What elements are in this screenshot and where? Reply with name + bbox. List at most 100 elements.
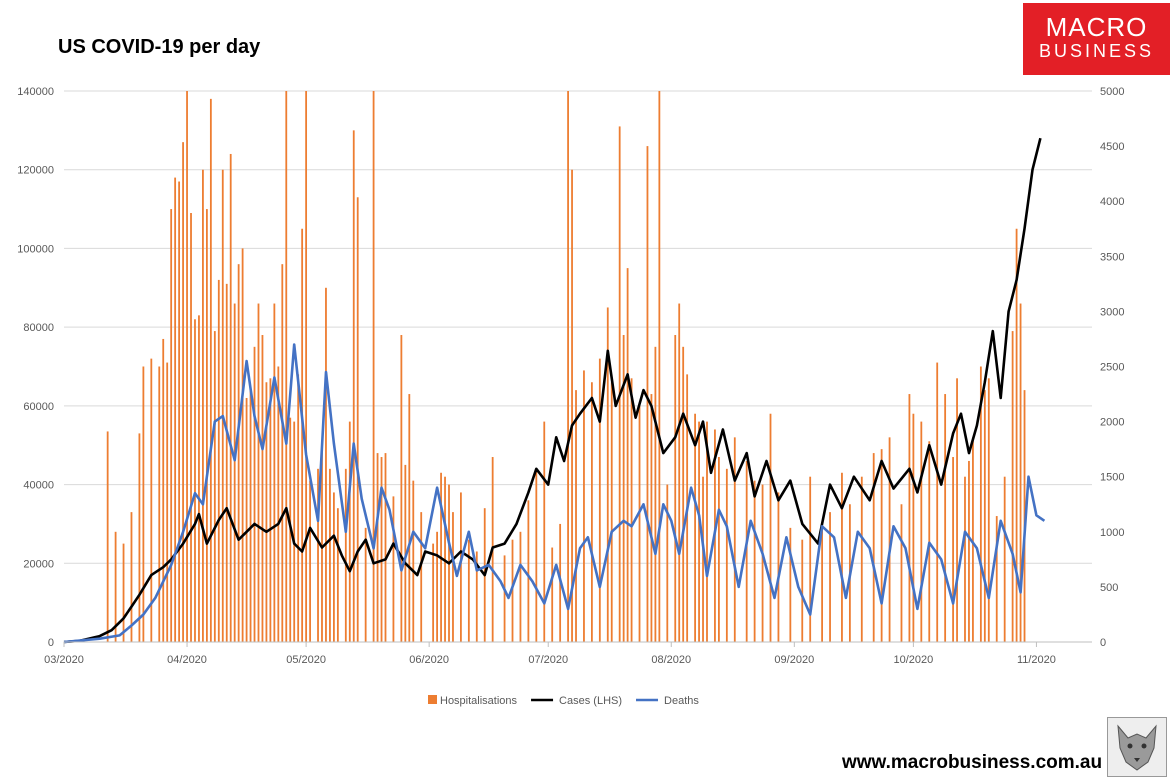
legend-swatch-hospitalisations (428, 695, 437, 704)
hospitalisation-bar (1019, 303, 1022, 642)
hospitalisation-bar (650, 394, 653, 642)
hospitalisation-bars (106, 91, 1026, 643)
x-tick-label: 11/2020 (1017, 654, 1056, 666)
hospitalisation-bar (638, 405, 641, 642)
hospitalisation-bar (162, 338, 165, 642)
hospitalisation-bar (436, 531, 438, 642)
hospitalisation-bar (567, 91, 569, 642)
hospitalisation-bar (281, 264, 284, 642)
hospitalisation-bar (944, 394, 947, 642)
hospitalisation-bar (114, 531, 117, 642)
hospitalisation-bar (336, 508, 339, 642)
hospitalisation-bar (575, 390, 577, 642)
hospitalisation-bar (309, 480, 311, 642)
hospitalisation-bar (920, 421, 923, 642)
hospitalisation-bar (606, 307, 609, 642)
hospitalisation-bar (753, 480, 756, 642)
hospitalisation-bar (952, 457, 954, 642)
hospitalisation-bar (241, 248, 244, 642)
hospitalisation-bar (408, 394, 411, 642)
hospitalisation-bar (321, 441, 323, 642)
hospitalisation-bar (511, 539, 514, 642)
hospitalisation-bar (372, 91, 375, 642)
left-tick-label: 140000 (17, 86, 54, 98)
hospitalisation-bar (956, 378, 958, 642)
right-tick-label: 4500 (1100, 141, 1124, 153)
right-tick-label: 3500 (1100, 251, 1124, 263)
hospitalisation-bar (733, 437, 736, 642)
hospitalisation-bar (122, 543, 125, 642)
hospitalisation-bar (229, 153, 232, 642)
hospitalisation-bar (364, 527, 367, 642)
hospitalisation-bar (809, 476, 812, 642)
brand-logo: MACRO BUSINESS (1023, 3, 1170, 75)
hospitalisation-bar (265, 382, 268, 642)
hospitalisation-bar (217, 279, 220, 642)
hospitalisation-bar (1015, 228, 1018, 642)
left-axis-ticks: 0 20000 40000 60000 80000 100000 120000 140000 (17, 86, 54, 649)
hospitalisation-bar (674, 335, 677, 642)
hospitalisation-bar (908, 394, 911, 642)
right-tick-label: 1500 (1100, 472, 1124, 484)
hospitalisation-bar (718, 457, 720, 642)
hospitalisation-bar (186, 91, 188, 642)
left-tick-label: 80000 (23, 322, 54, 334)
deaths-line (63, 343, 1046, 644)
hospitalisation-bar (301, 228, 304, 642)
hospitalisation-bar (872, 453, 875, 642)
hospitalisation-bar (551, 547, 554, 642)
hospitalisation-bar (1011, 331, 1014, 642)
hospitalisation-bar (698, 421, 700, 642)
hospitalisation-bar (273, 303, 276, 642)
hospitalisation-bar (190, 213, 192, 642)
hospitalisation-bar (356, 197, 359, 642)
x-tick-label: 05/2020 (286, 654, 326, 666)
hospitalisation-bar (344, 468, 347, 642)
left-tick-label: 20000 (23, 558, 54, 570)
hospitalisation-bar (630, 378, 633, 642)
hospitalisation-bar (332, 492, 335, 642)
hospitalisation-bar (182, 142, 184, 642)
hospitalisation-bar (527, 500, 530, 642)
x-tick-label: 10/2020 (894, 654, 934, 666)
hospitalisation-bar (519, 531, 522, 642)
right-tick-label: 2500 (1100, 362, 1124, 374)
right-tick-label: 2000 (1100, 417, 1124, 429)
left-tick-label: 120000 (17, 165, 54, 177)
hospitalisation-bar (452, 512, 454, 642)
hospitalisation-bar (467, 539, 470, 642)
hospitalisation-bar (583, 370, 585, 642)
brand-line1: MACRO (1045, 12, 1148, 42)
footer-url: www.macrobusiness.com.au (842, 752, 1103, 773)
hospitalisation-bar (305, 91, 308, 642)
cases-line (63, 137, 1042, 644)
x-tick-label: 03/2020 (44, 654, 84, 666)
legend: Hospitalisations Cases (LHS) Deaths (428, 695, 699, 707)
left-tick-label: 40000 (23, 480, 54, 492)
hospitalisation-bar (106, 431, 109, 642)
hospitalisation-bar (138, 433, 141, 642)
hospitalisation-bar (761, 484, 764, 642)
hospitalisation-bar (475, 551, 478, 642)
hospitalisation-bar (317, 468, 319, 642)
hospitalisation-bar (253, 346, 256, 642)
hospitalisation-bar (277, 366, 280, 642)
hospitalisation-bar (1003, 476, 1006, 642)
hospitalisation-bar (769, 413, 772, 642)
hospitalisation-bar (626, 268, 629, 642)
hospitalisation-bar (237, 264, 240, 642)
hospitalisation-bar (571, 169, 573, 642)
hospitalisation-bar (380, 457, 383, 642)
hospitalisation-bar (269, 378, 272, 642)
hospitalisation-bar (420, 512, 423, 642)
hospitalisation-bar (285, 91, 288, 642)
legend-label: Deaths (664, 695, 699, 707)
hospitalisation-bar (205, 209, 208, 643)
x-tick-label: 09/2020 (774, 654, 814, 666)
brand-line2: BUSINESS (1038, 41, 1155, 61)
hospitalisation-bar (194, 319, 196, 642)
hospitalisation-bar (995, 516, 998, 642)
x-tick-label: 07/2020 (528, 654, 568, 666)
hospitalisation-bar (678, 303, 681, 642)
hospitalisation-bar (706, 421, 708, 642)
